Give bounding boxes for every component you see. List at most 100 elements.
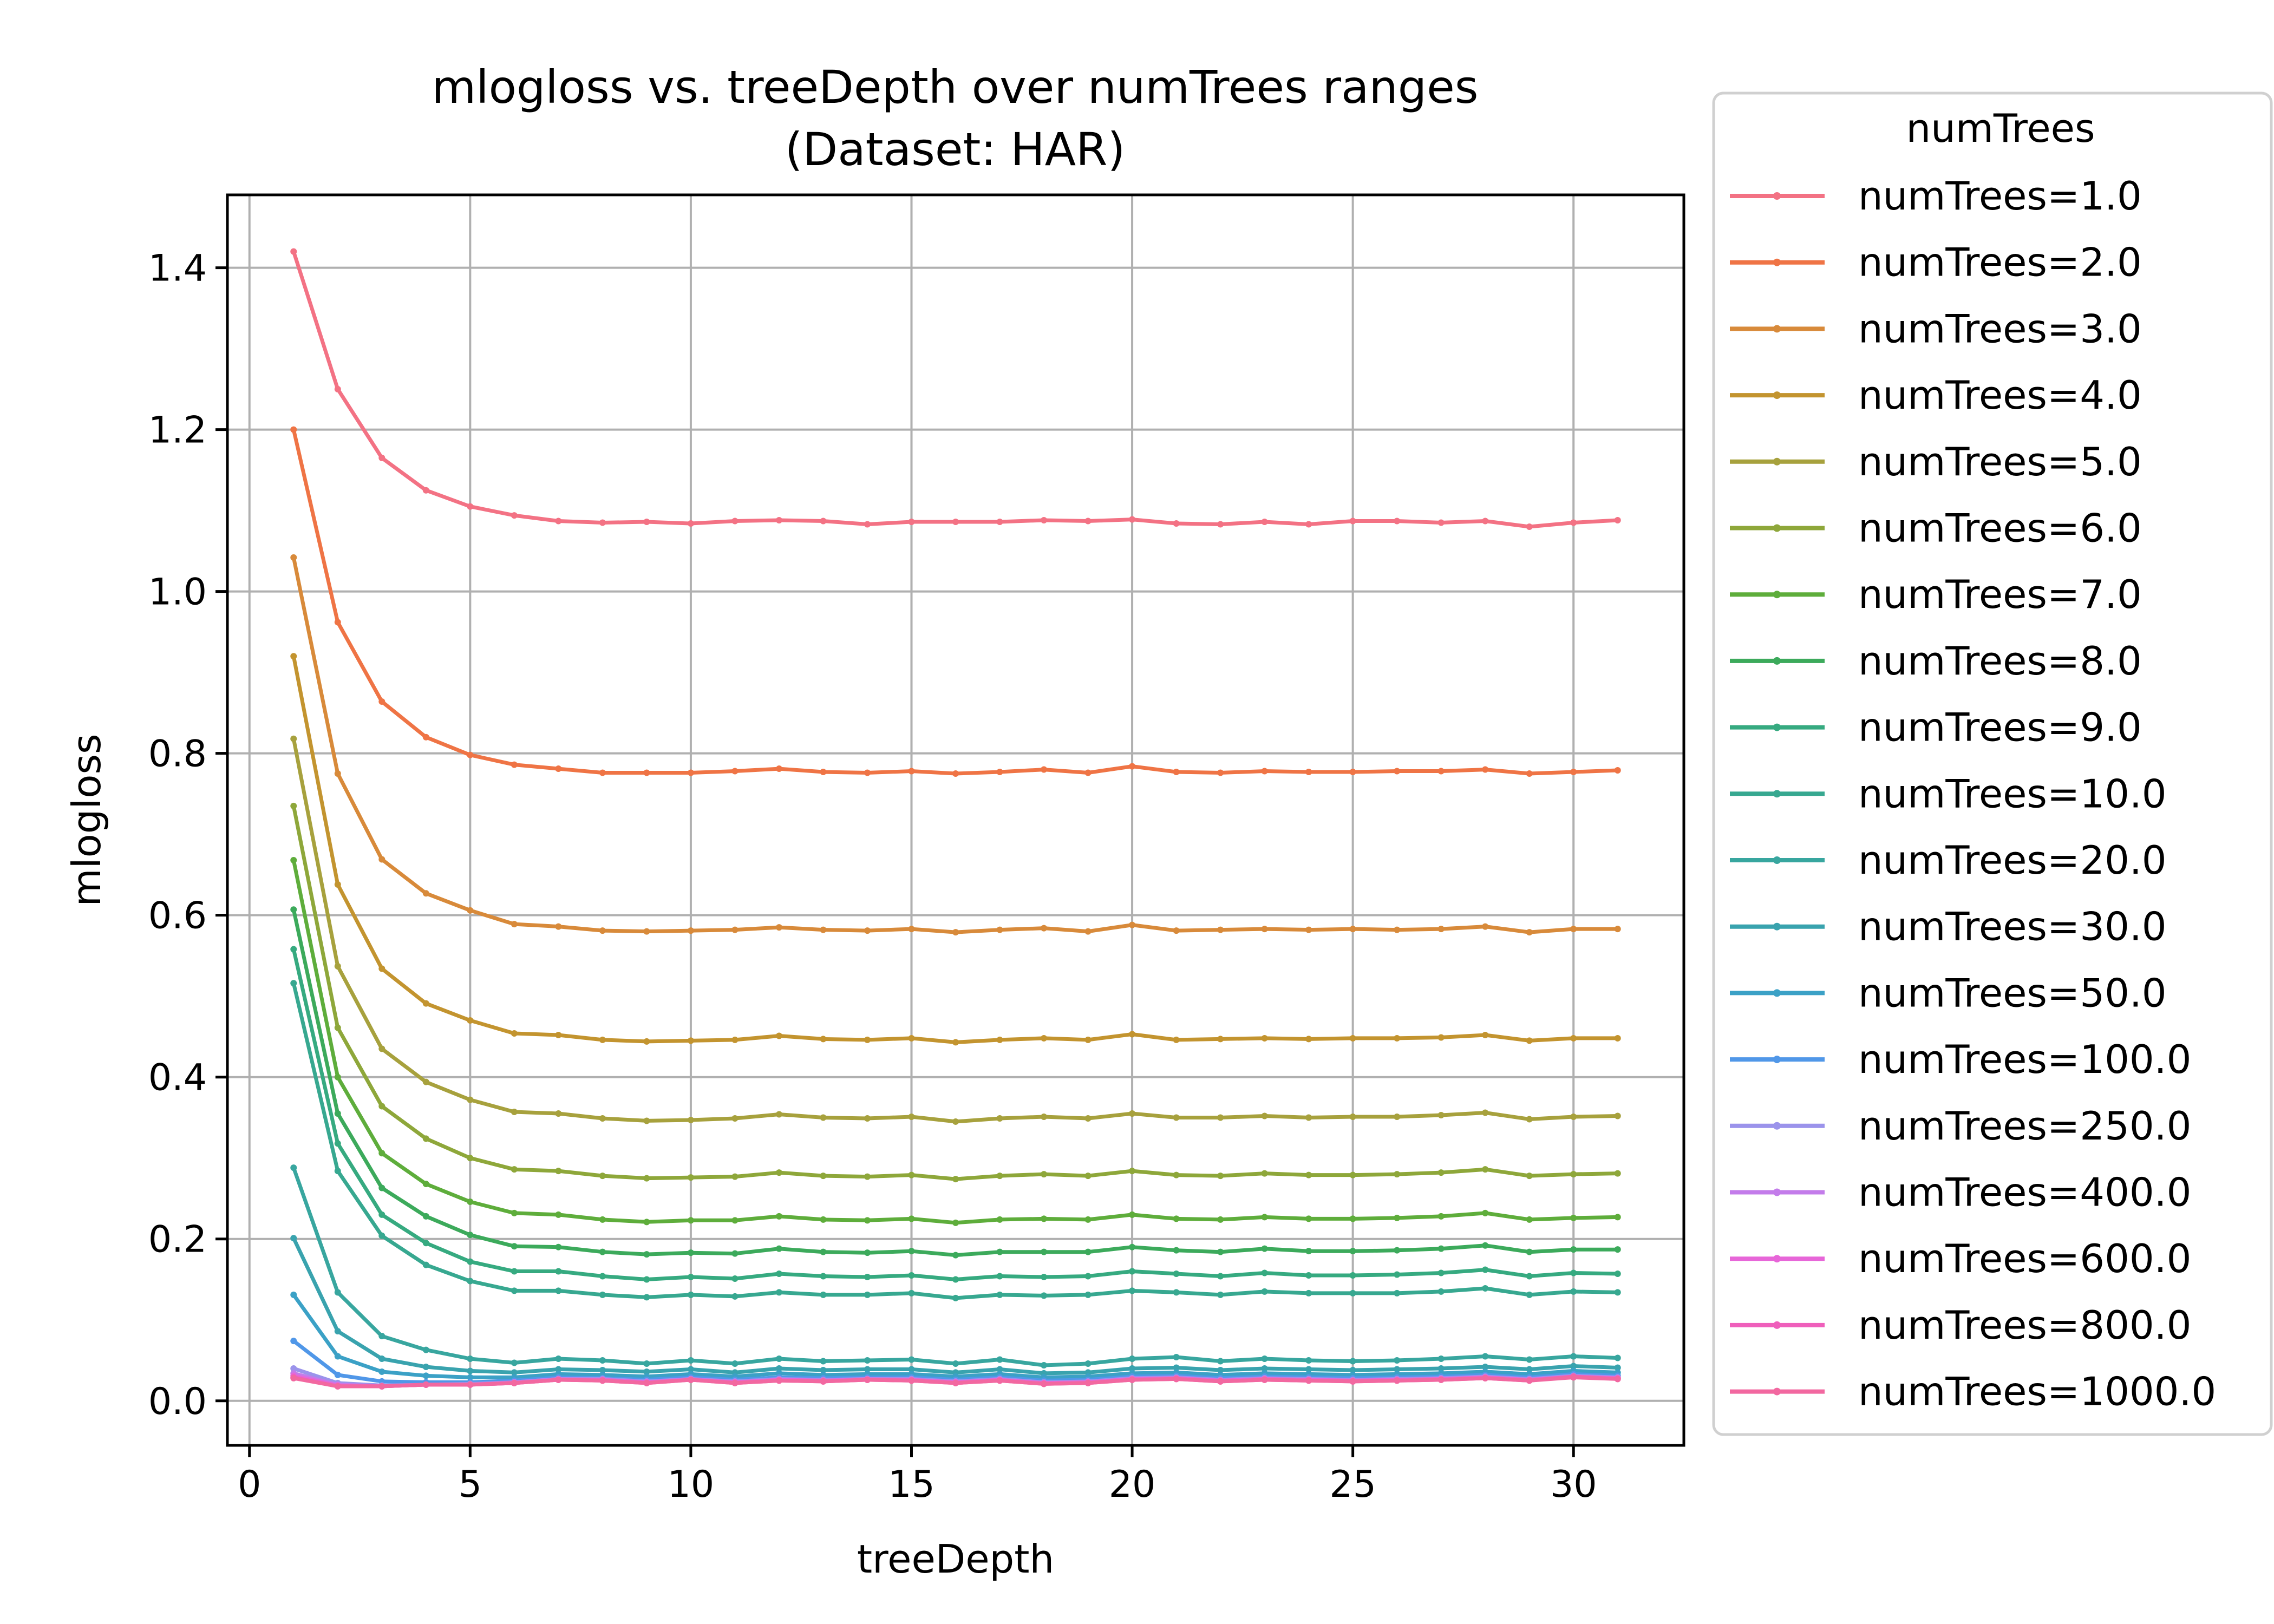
data-point — [1437, 1213, 1445, 1220]
data-point — [731, 1250, 739, 1257]
data-point — [1482, 1353, 1489, 1360]
data-point — [731, 518, 739, 525]
data-point — [952, 929, 959, 936]
data-point — [555, 1355, 562, 1363]
data-point — [1526, 1366, 1533, 1373]
data-point — [908, 1366, 915, 1373]
data-point — [820, 518, 827, 525]
data-point — [290, 802, 297, 809]
y-tick-label: 1.0 — [148, 571, 207, 614]
data-point — [378, 1333, 385, 1340]
data-point — [952, 1176, 959, 1183]
data-point — [599, 1357, 606, 1364]
data-point — [864, 1115, 871, 1122]
data-point — [1261, 1288, 1268, 1295]
data-point — [643, 1251, 650, 1258]
data-point — [643, 1294, 650, 1301]
data-point — [1526, 1273, 1533, 1280]
ticks: 0 5 10 15 20 25 30 0.0 0.2 0.4 0.6 0.8 1.0 1.2 1.4 — [148, 247, 1597, 1506]
series-19 — [290, 1374, 1621, 1390]
data-point — [643, 769, 650, 776]
data-point — [952, 1219, 959, 1226]
data-point — [952, 1039, 959, 1046]
legend-marker — [1773, 790, 1781, 798]
data-point — [731, 926, 739, 933]
data-point — [1261, 1365, 1268, 1372]
data-point — [1570, 1214, 1577, 1221]
data-point — [1437, 1288, 1445, 1295]
data-point — [1570, 926, 1577, 933]
data-point — [467, 907, 474, 914]
data-point — [1437, 768, 1445, 775]
data-point — [820, 1036, 827, 1043]
data-point — [467, 1155, 474, 1162]
data-point — [511, 761, 518, 768]
data-point — [511, 512, 518, 519]
data-point — [1261, 1269, 1268, 1276]
data-point — [1570, 1113, 1577, 1120]
data-point — [422, 1363, 429, 1370]
y-tick-label: 1.4 — [148, 247, 207, 290]
data-point — [643, 1379, 650, 1386]
data-point — [1614, 1376, 1621, 1383]
data-point — [1437, 926, 1445, 933]
y-tick-label: 0.6 — [148, 895, 207, 938]
data-point — [290, 1235, 297, 1242]
data-point — [378, 1368, 385, 1375]
legend-item: numTrees=1000.0 — [1730, 1369, 2216, 1415]
data-point — [1614, 926, 1621, 933]
data-point — [775, 1355, 782, 1363]
plot-area-frame — [226, 193, 1685, 1447]
data-point — [1084, 1360, 1092, 1367]
data-point — [820, 926, 827, 933]
data-point — [643, 519, 650, 526]
data-point — [1217, 1114, 1224, 1121]
data-point — [996, 1273, 1003, 1280]
data-point — [1217, 1291, 1224, 1298]
data-point — [1305, 1289, 1312, 1296]
data-point — [334, 1024, 341, 1031]
data-point — [820, 1273, 827, 1280]
data-point — [1394, 1271, 1401, 1278]
legend-item: numTrees=20.0 — [1730, 837, 2167, 883]
legend-marker — [1773, 457, 1781, 466]
data-point — [599, 1216, 606, 1223]
data-point — [1570, 1353, 1577, 1360]
data-point — [555, 1168, 562, 1175]
legend-box — [1712, 91, 2273, 1436]
data-point — [820, 1114, 827, 1121]
data-point — [775, 1377, 782, 1384]
data-point — [1482, 1285, 1489, 1292]
legend-marker — [1773, 591, 1781, 599]
data-point — [864, 1249, 871, 1256]
legend-item: numTrees=600.0 — [1730, 1236, 2191, 1281]
data-point — [1217, 1366, 1224, 1373]
data-point — [1305, 1377, 1312, 1384]
data-point — [1349, 1215, 1356, 1222]
data-point — [290, 1164, 297, 1171]
data-point — [1084, 1273, 1092, 1280]
legend-label: numTrees=1000.0 — [1858, 1369, 2216, 1415]
data-point — [687, 1274, 694, 1281]
data-point — [731, 1036, 739, 1043]
data-point — [1570, 1246, 1577, 1253]
data-point — [996, 1173, 1003, 1180]
data-point — [1129, 1168, 1136, 1175]
x-tick-label: 30 — [1550, 1463, 1597, 1506]
legend-label: numTrees=2.0 — [1858, 240, 2142, 285]
data-point — [1526, 1116, 1533, 1123]
legend-item: numTrees=4.0 — [1730, 372, 2142, 418]
data-point — [687, 1217, 694, 1224]
data-point — [687, 927, 694, 934]
data-point — [511, 1166, 518, 1173]
data-point — [599, 769, 606, 776]
x-axis-label: treeDepth — [857, 1536, 1054, 1582]
data-point — [1614, 1271, 1621, 1278]
data-point — [775, 517, 782, 524]
data-point — [555, 518, 562, 525]
data-point — [1129, 1287, 1136, 1294]
data-point — [1394, 1034, 1401, 1042]
legend-item: numTrees=30.0 — [1730, 904, 2167, 949]
data-point — [1129, 1376, 1136, 1383]
series-9 — [290, 946, 1621, 1283]
